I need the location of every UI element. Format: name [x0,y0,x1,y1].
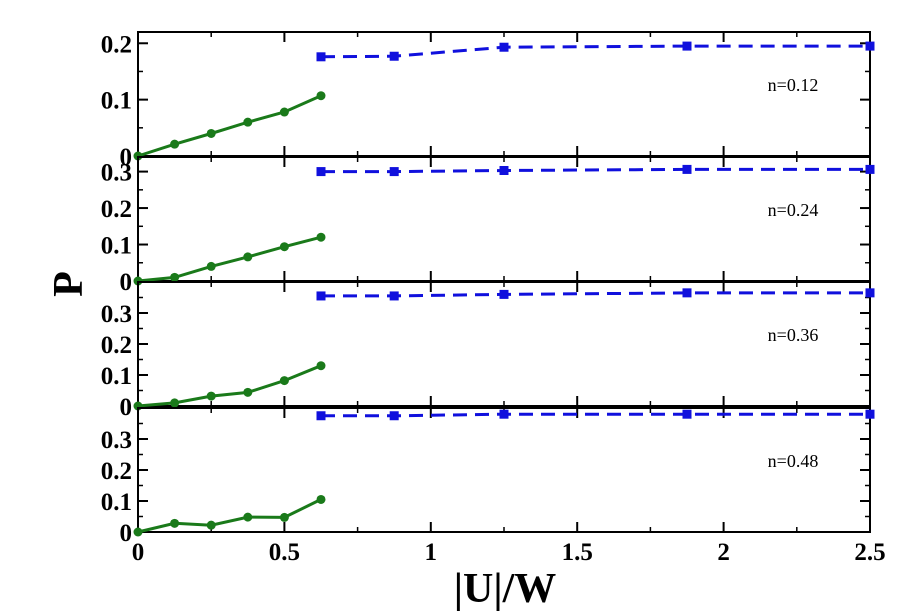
y-tick-label: 0.3 [101,301,132,328]
data-point [206,520,216,530]
series-line-1 [137,498,322,534]
y-tick-label: 0.3 [101,427,132,454]
panel-3: 0 0.1 0.2 0.3 n=0.36 [101,281,875,421]
data-point [316,291,326,301]
data-point [499,409,509,419]
data-point [170,272,180,282]
data-point [682,41,692,51]
y-tick-label: 0.2 [101,332,132,359]
x-tick-label: 2.5 [854,539,885,566]
data-point [389,167,399,177]
y-tick-label: 0 [120,269,133,296]
y-tick-label: 0.2 [101,31,132,58]
series-line-2 [321,412,870,418]
panel-annotation: n=0.12 [768,75,819,95]
x-axis: 0 0.5 1 1.5 2 2.5 [132,539,886,566]
data-point [865,409,875,419]
y-tick-label: 0.1 [101,88,132,115]
series-line-2 [321,167,870,174]
data-point [316,411,326,421]
panel-annotation: n=0.24 [768,200,819,220]
panel-2: 0 0.1 0.2 0.3 n=0.24 [101,156,875,296]
data-point [499,165,509,175]
data-point [682,164,692,174]
y-tick-label: 0 [120,394,133,421]
y-tick-label: 0.1 [101,363,132,390]
x-tick-label: 2 [717,539,730,566]
data-point [682,409,692,419]
y-tick-label: 0.2 [101,196,132,223]
data-point [279,376,289,386]
data-point [279,107,289,117]
data-point [133,527,143,537]
data-point [316,167,326,177]
data-point [206,128,216,138]
data-point [243,512,253,522]
data-point [316,361,326,371]
data-point [316,494,326,504]
y-tick-label: 0.2 [101,458,132,485]
panel-frame [137,156,871,282]
data-point [170,398,180,408]
series-line-2 [321,291,870,298]
data-point [865,164,875,174]
x-axis-title: |U|/W [454,566,557,612]
data-point [243,387,253,397]
data-point [316,91,326,101]
x-tick-label: 0.5 [269,539,300,566]
data-point [865,41,875,51]
data-point [279,512,289,522]
data-point [243,252,253,262]
series-line-1 [137,235,322,283]
panel-4: 0 0.1 0.2 0.3 n=0.48 [101,407,875,547]
series-line-1 [137,364,322,408]
series-line-2 [320,44,870,59]
y-tick-label: 0.1 [101,233,132,260]
panel-annotation: n=0.36 [768,325,819,345]
data-point [243,117,253,127]
data-point [316,232,326,242]
data-point [499,289,509,299]
panel-annotation: n=0.48 [768,451,819,471]
data-point [279,242,289,252]
data-point [389,411,399,421]
y-tick-label: 0 [120,520,133,547]
data-point [170,139,180,149]
y-tick-label: 0 [120,144,133,171]
data-point [389,51,399,61]
data-point [682,288,692,298]
data-point [389,291,399,301]
data-point [206,261,216,271]
x-tick-label: 1.5 [562,539,593,566]
data-point [206,391,216,401]
y-tick-label: 0.1 [101,489,132,516]
y-axis-title: P [46,271,92,297]
x-tick-label: 0 [132,539,145,566]
panel-1: 0 0.1 0.2 n=0.12 [101,31,875,171]
data-point [865,288,875,298]
panels: 0 0.1 0.2 n=0.12 0 0.1 0.2 0.3 n=0.24 0 0.1 0.2 0.3 n… [101,31,875,547]
x-tick-label: 1 [425,539,438,566]
data-point [170,518,180,528]
series-line-1 [137,94,322,158]
panel-frame [137,281,871,407]
data-point [316,52,326,62]
y-tick-label: 0.3 [101,160,132,187]
data-point [499,42,509,52]
